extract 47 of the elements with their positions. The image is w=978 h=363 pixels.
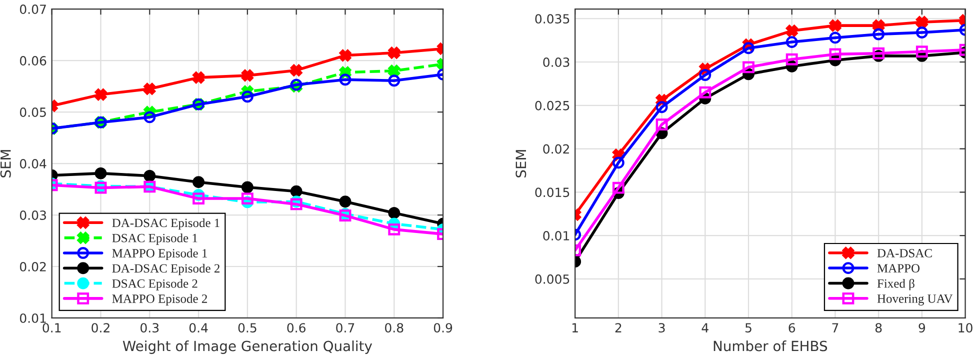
x-tick-label: 0.6 [287,323,306,333]
x-tick-label: 0.7 [336,323,354,333]
y-tick-label: 0.05 [20,108,46,117]
x-tick-label: 5 [745,323,752,333]
y-tick-label: 0.03 [543,57,570,67]
x-tick-label: 0.3 [140,323,159,333]
x-tick-label: 8 [875,323,882,333]
x-tick-label: 0.5 [238,323,256,333]
y-tick-label: 0.02 [543,144,569,154]
y-tick-label: 0.015 [535,188,570,198]
y-tick-label: 0.035 [535,14,570,24]
legend-label: Fixed β [877,278,914,290]
x-tick-label: 10 [958,323,972,333]
y-axis-title: SEM [516,150,526,178]
x-tick-label: 0.9 [434,323,452,333]
legend-label: DA-DSAC Episode 2 [112,264,220,276]
x-tick-label: 0.2 [92,323,110,333]
legend-label: MAPPO [877,264,920,273]
y-axis-title: SEM [0,150,11,178]
x-tick-label: 3 [658,323,665,333]
x-tick-label: 4 [702,323,708,332]
x-tick-label: 0.8 [385,323,404,333]
legend-label: MAPPO Episode 2 [112,294,207,306]
x-tick-label: 6 [788,323,796,333]
y-tick-label: 0.02 [20,262,46,272]
y-tick-label: 0.06 [20,56,46,66]
x-tick-label: 7 [832,323,838,332]
y-tick-label: 0.04 [20,159,46,168]
legend-label: Hovering UAV [877,294,953,306]
x-tick-label: 1 [572,323,578,332]
legend-label: MAPPO Episode 1 [112,248,207,260]
legend-label: DA-DSAC [877,248,932,258]
y-tick-label: 0.07 [20,4,46,14]
x-tick-label: 2 [615,323,622,332]
x-tick-label: 0.4 [189,323,208,333]
x-axis-title: Number of EHBS [714,340,828,352]
y-tick-label: 0.01 [543,231,570,240]
y-tick-label: 0.01 [20,313,46,323]
x-tick-label: 9 [918,323,926,333]
x-axis-title: Weight of Image Generation Quality [122,340,372,354]
legend-label: DSAC Episode 1 [112,234,198,245]
y-tick-label: 0.03 [20,210,46,220]
legend-label: DSAC Episode 2 [112,278,198,290]
legend-label: DA-DSAC Episode 1 [112,218,220,230]
y-tick-label: 0.025 [535,100,570,110]
x-tick-label: 0.1 [42,323,61,333]
y-tick-label: 0.005 [535,274,570,284]
